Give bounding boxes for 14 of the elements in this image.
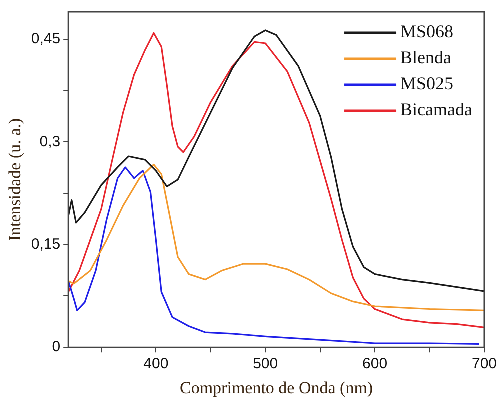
y-tick-label: 0: [52, 338, 61, 356]
legend-label: MS068: [400, 22, 454, 42]
legend-label: Bicamada: [400, 100, 472, 120]
y-tick-label: 0,3: [40, 133, 61, 150]
y-axis-title: Intensidade (u. a.): [6, 118, 25, 242]
legend-label: MS025: [400, 74, 454, 94]
x-tick-label: 700: [472, 356, 497, 373]
x-axis-title: Comprimento de Onda (nm): [180, 378, 374, 398]
y-tick-label: 0,45: [31, 30, 61, 48]
x-tick-label: 600: [362, 356, 388, 373]
legend-label: Blenda: [400, 48, 452, 68]
y-tick-label: 0,15: [31, 236, 61, 254]
x-tick-label: 500: [253, 356, 278, 373]
x-tick-label: 400: [144, 356, 169, 373]
